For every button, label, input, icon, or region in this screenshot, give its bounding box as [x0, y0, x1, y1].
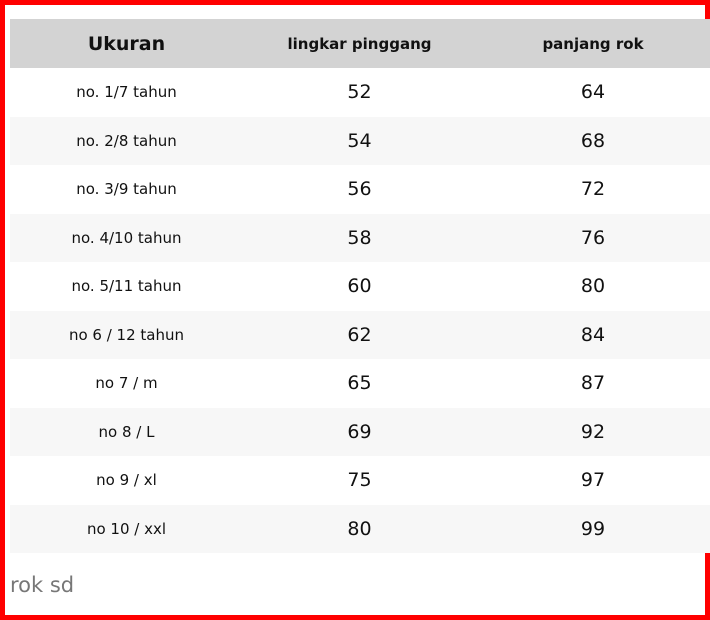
table-row: no 10 / xxl 80 99	[10, 504, 710, 553]
caption-text: rok sd	[10, 573, 75, 597]
cell-panjang-rok: 92	[476, 407, 710, 456]
table-row: no 6 / 12 tahun 62 84	[10, 310, 710, 359]
cell-lingkar-pinggang: 60	[243, 262, 476, 311]
cell-panjang-rok: 64	[476, 68, 710, 117]
cell-ukuran: no. 2/8 tahun	[10, 116, 243, 165]
size-chart-table: Ukuran lingkar pinggang panjang rok no. …	[10, 19, 710, 553]
cell-ukuran: no 10 / xxl	[10, 504, 243, 553]
table-row: no 8 / L 69 92	[10, 407, 710, 456]
cell-panjang-rok: 72	[476, 165, 710, 214]
cell-ukuran: no 8 / L	[10, 407, 243, 456]
table-header-row: Ukuran lingkar pinggang panjang rok	[10, 19, 710, 68]
cell-lingkar-pinggang: 58	[243, 213, 476, 262]
cell-ukuran: no. 5/11 tahun	[10, 262, 243, 311]
cell-ukuran: no. 1/7 tahun	[10, 68, 243, 117]
header-panjang-rok: panjang rok	[476, 19, 710, 68]
table-row: no 7 / m 65 87	[10, 359, 710, 408]
cell-ukuran: no. 4/10 tahun	[10, 213, 243, 262]
cell-panjang-rok: 97	[476, 456, 710, 505]
cell-panjang-rok: 99	[476, 504, 710, 553]
cell-panjang-rok: 76	[476, 213, 710, 262]
header-lingkar-pinggang: lingkar pinggang	[243, 19, 476, 68]
cell-ukuran: no. 3/9 tahun	[10, 165, 243, 214]
cell-panjang-rok: 87	[476, 359, 710, 408]
cell-lingkar-pinggang: 54	[243, 116, 476, 165]
cell-lingkar-pinggang: 62	[243, 310, 476, 359]
table-row: no. 4/10 tahun 58 76	[10, 213, 710, 262]
table-row: no. 3/9 tahun 56 72	[10, 165, 710, 214]
cell-ukuran: no 6 / 12 tahun	[10, 310, 243, 359]
cell-lingkar-pinggang: 80	[243, 504, 476, 553]
cell-lingkar-pinggang: 65	[243, 359, 476, 408]
cell-panjang-rok: 84	[476, 310, 710, 359]
cell-lingkar-pinggang: 69	[243, 407, 476, 456]
cell-panjang-rok: 68	[476, 116, 710, 165]
cell-lingkar-pinggang: 52	[243, 68, 476, 117]
cell-panjang-rok: 80	[476, 262, 710, 311]
header-ukuran: Ukuran	[10, 19, 243, 68]
table-row: no. 5/11 tahun 60 80	[10, 262, 710, 311]
table-row: no. 2/8 tahun 54 68	[10, 116, 710, 165]
cell-ukuran: no 7 / m	[10, 359, 243, 408]
cell-lingkar-pinggang: 75	[243, 456, 476, 505]
table-row: no. 1/7 tahun 52 64	[10, 68, 710, 117]
table-row: no 9 / xl 75 97	[10, 456, 710, 505]
cell-lingkar-pinggang: 56	[243, 165, 476, 214]
cell-ukuran: no 9 / xl	[10, 456, 243, 505]
